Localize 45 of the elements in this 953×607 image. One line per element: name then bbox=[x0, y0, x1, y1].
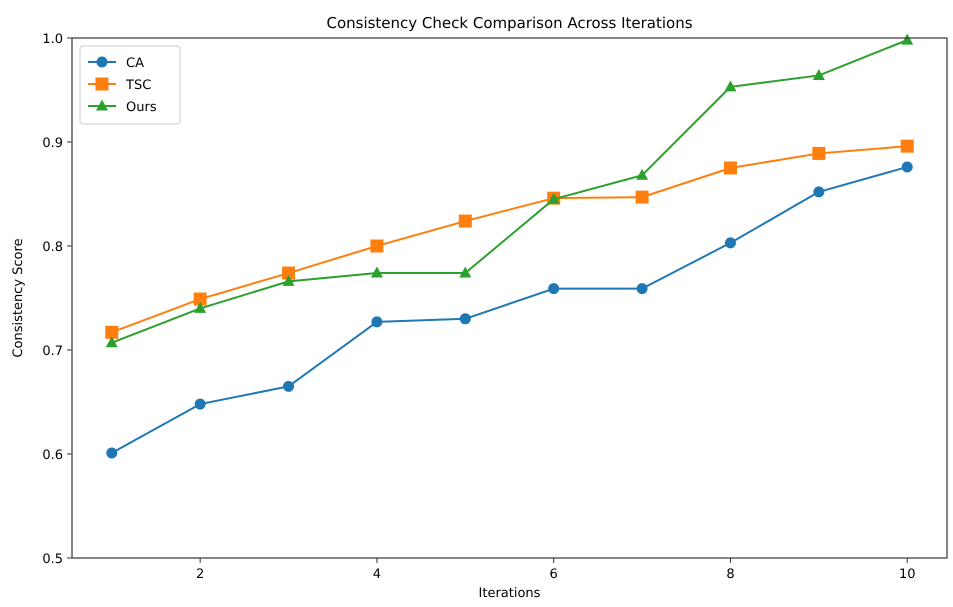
point bbox=[194, 292, 207, 306]
point bbox=[813, 186, 824, 198]
point bbox=[724, 162, 737, 174]
point bbox=[371, 316, 382, 328]
y-tick-label: 0.7 bbox=[42, 344, 63, 359]
y-axis-title: Consistency Score bbox=[11, 238, 26, 358]
point bbox=[458, 214, 472, 228]
point bbox=[636, 168, 648, 180]
x-tick-label: 6 bbox=[550, 567, 558, 582]
legend-label: CA bbox=[126, 56, 144, 71]
x-tick-label: 8 bbox=[726, 567, 735, 582]
point bbox=[724, 80, 736, 92]
point bbox=[902, 161, 913, 172]
x-tick-label: 4 bbox=[372, 567, 382, 582]
point bbox=[106, 336, 118, 348]
point bbox=[106, 447, 118, 458]
point bbox=[636, 283, 648, 294]
x-tick-label: 10 bbox=[898, 567, 916, 582]
point bbox=[636, 190, 649, 204]
point bbox=[283, 380, 294, 392]
point bbox=[900, 140, 914, 153]
point bbox=[194, 398, 206, 410]
y-tick-label: 0.6 bbox=[42, 448, 63, 463]
point bbox=[370, 240, 384, 252]
point bbox=[282, 266, 296, 280]
point bbox=[194, 302, 206, 313]
x-tick-label: 2 bbox=[196, 567, 204, 582]
point bbox=[459, 266, 472, 278]
point bbox=[370, 266, 383, 278]
point bbox=[282, 274, 295, 286]
x-axis-title: Iterations bbox=[478, 586, 541, 601]
point bbox=[460, 313, 471, 324]
legend-label: TSC bbox=[125, 78, 152, 93]
y-tick-label: 0.9 bbox=[42, 136, 63, 151]
point bbox=[812, 68, 825, 80]
point bbox=[548, 283, 560, 294]
legend-label: Ours bbox=[126, 100, 157, 115]
point bbox=[105, 326, 118, 339]
y-tick-label: 1.0 bbox=[42, 32, 63, 47]
y-tick-label: 0.5 bbox=[42, 552, 63, 567]
point bbox=[812, 146, 826, 160]
y-tick-label: 0.8 bbox=[42, 240, 63, 255]
chart-title: Consistency Check Comparison Across Iterations bbox=[326, 14, 693, 32]
point bbox=[901, 34, 914, 45]
point bbox=[724, 237, 736, 248]
